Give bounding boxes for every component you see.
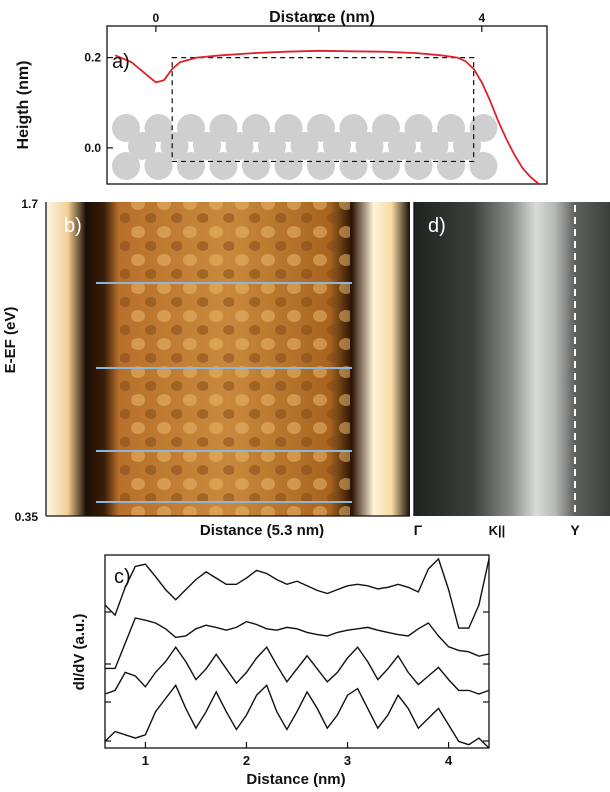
atom-sphere bbox=[323, 132, 351, 160]
atom-sphere bbox=[177, 114, 205, 142]
panel-d-xtick-k: K|| bbox=[489, 523, 506, 538]
panel-b-cut-lines bbox=[96, 282, 352, 503]
panel-c-curves bbox=[104, 557, 490, 749]
atom-sphere bbox=[469, 152, 498, 180]
panel-a-atom-spheres bbox=[112, 114, 498, 180]
y-tick-label: 0.2 bbox=[84, 51, 101, 65]
atom-sphere bbox=[290, 132, 319, 160]
atom-sphere bbox=[307, 114, 335, 142]
panel-a-frame bbox=[106, 25, 548, 185]
panel-a-dashed-box bbox=[171, 56, 475, 163]
atom-sphere bbox=[274, 152, 303, 180]
panel-a-profile-line bbox=[114, 49, 540, 185]
panel-a: Distance (nm) 0 2 4 0.2 0.0 a) Heigth (nm) bbox=[15, 9, 548, 185]
atom-sphere bbox=[144, 152, 173, 180]
x-tick-label: 0 bbox=[153, 11, 160, 25]
panel-c-x-ticks: 1 2 3 4 bbox=[142, 742, 453, 768]
atom-sphere bbox=[177, 152, 205, 180]
x-tick-label: 4 bbox=[445, 753, 453, 768]
atom-sphere bbox=[144, 114, 173, 142]
panel-d-label: d) bbox=[428, 215, 446, 237]
atom-sphere bbox=[404, 114, 433, 142]
atom-sphere bbox=[469, 114, 498, 142]
panel-d-xtick-gamma: Γ bbox=[414, 522, 423, 538]
panel-b: b) 1.7 0.35 E-EF (eV) Distance (5.3 nm) bbox=[2, 197, 410, 539]
atom-sphere bbox=[112, 114, 140, 142]
atom-sphere bbox=[209, 152, 238, 180]
x-tick-label: 2 bbox=[316, 11, 323, 25]
atom-sphere bbox=[209, 114, 238, 142]
panel-c-frame bbox=[104, 554, 490, 749]
atom-sphere bbox=[128, 132, 156, 160]
panel-b-texture bbox=[120, 202, 350, 516]
panel-d-xtick-y: Y bbox=[570, 522, 580, 538]
panel-c-label: c) bbox=[114, 566, 131, 588]
atom-sphere bbox=[437, 114, 465, 142]
panel-b-y-title: E-EF (eV) bbox=[2, 307, 19, 374]
didv-curve bbox=[104, 557, 490, 629]
atom-sphere bbox=[193, 132, 221, 160]
panel-c-y-title: dI/dV (a.u.) bbox=[71, 614, 88, 691]
panel-a-y-ticks: 0.2 0.0 bbox=[84, 51, 113, 155]
panel-c: 1 2 3 4 c) dI/dV (a.u.) Distance (nm) bbox=[71, 554, 490, 788]
x-tick-label: 1 bbox=[142, 753, 149, 768]
atom-sphere bbox=[372, 152, 400, 180]
atom-sphere bbox=[242, 152, 270, 180]
x-tick-label: 2 bbox=[243, 753, 250, 768]
atom-sphere bbox=[258, 132, 286, 160]
didv-curve bbox=[104, 683, 490, 749]
didv-curve bbox=[105, 617, 490, 670]
panel-a-x-ticks: 0 2 4 bbox=[153, 11, 485, 32]
atom-sphere bbox=[420, 132, 449, 160]
panel-b-label: b) bbox=[64, 215, 82, 237]
atom-sphere bbox=[404, 152, 433, 180]
atom-sphere bbox=[160, 132, 189, 160]
panel-a-label: a) bbox=[112, 51, 130, 73]
atom-sphere bbox=[225, 132, 254, 160]
height-profile-series bbox=[114, 49, 540, 185]
atom-sphere bbox=[339, 152, 368, 180]
atom-sphere bbox=[112, 152, 140, 180]
panel-d-map bbox=[414, 202, 610, 516]
atom-sphere bbox=[339, 114, 368, 142]
panel-c-x-title: Distance (nm) bbox=[246, 771, 345, 788]
panel-b-x-title: Distance (5.3 nm) bbox=[200, 522, 324, 539]
atom-sphere bbox=[274, 114, 303, 142]
y-tick-label: 0.0 bbox=[84, 141, 101, 155]
panel-b-ytick-bottom: 0.35 bbox=[15, 510, 39, 524]
panel-b-ytick-top: 1.7 bbox=[21, 197, 38, 211]
atom-sphere bbox=[307, 152, 335, 180]
atom-sphere bbox=[388, 132, 416, 160]
atom-sphere bbox=[372, 114, 400, 142]
panel-a-y-title: Heigth (nm) bbox=[15, 61, 32, 150]
atom-sphere bbox=[437, 152, 465, 180]
panel-a-x-title: Distance (nm) bbox=[269, 9, 375, 26]
dashed-box bbox=[171, 56, 475, 163]
didv-curve bbox=[104, 645, 490, 695]
atom-sphere bbox=[355, 132, 384, 160]
x-tick-label: 4 bbox=[478, 11, 485, 25]
x-tick-label: 3 bbox=[344, 753, 351, 768]
panel-d: d) Γ K|| Y bbox=[413, 202, 610, 538]
atom-sphere bbox=[242, 114, 270, 142]
